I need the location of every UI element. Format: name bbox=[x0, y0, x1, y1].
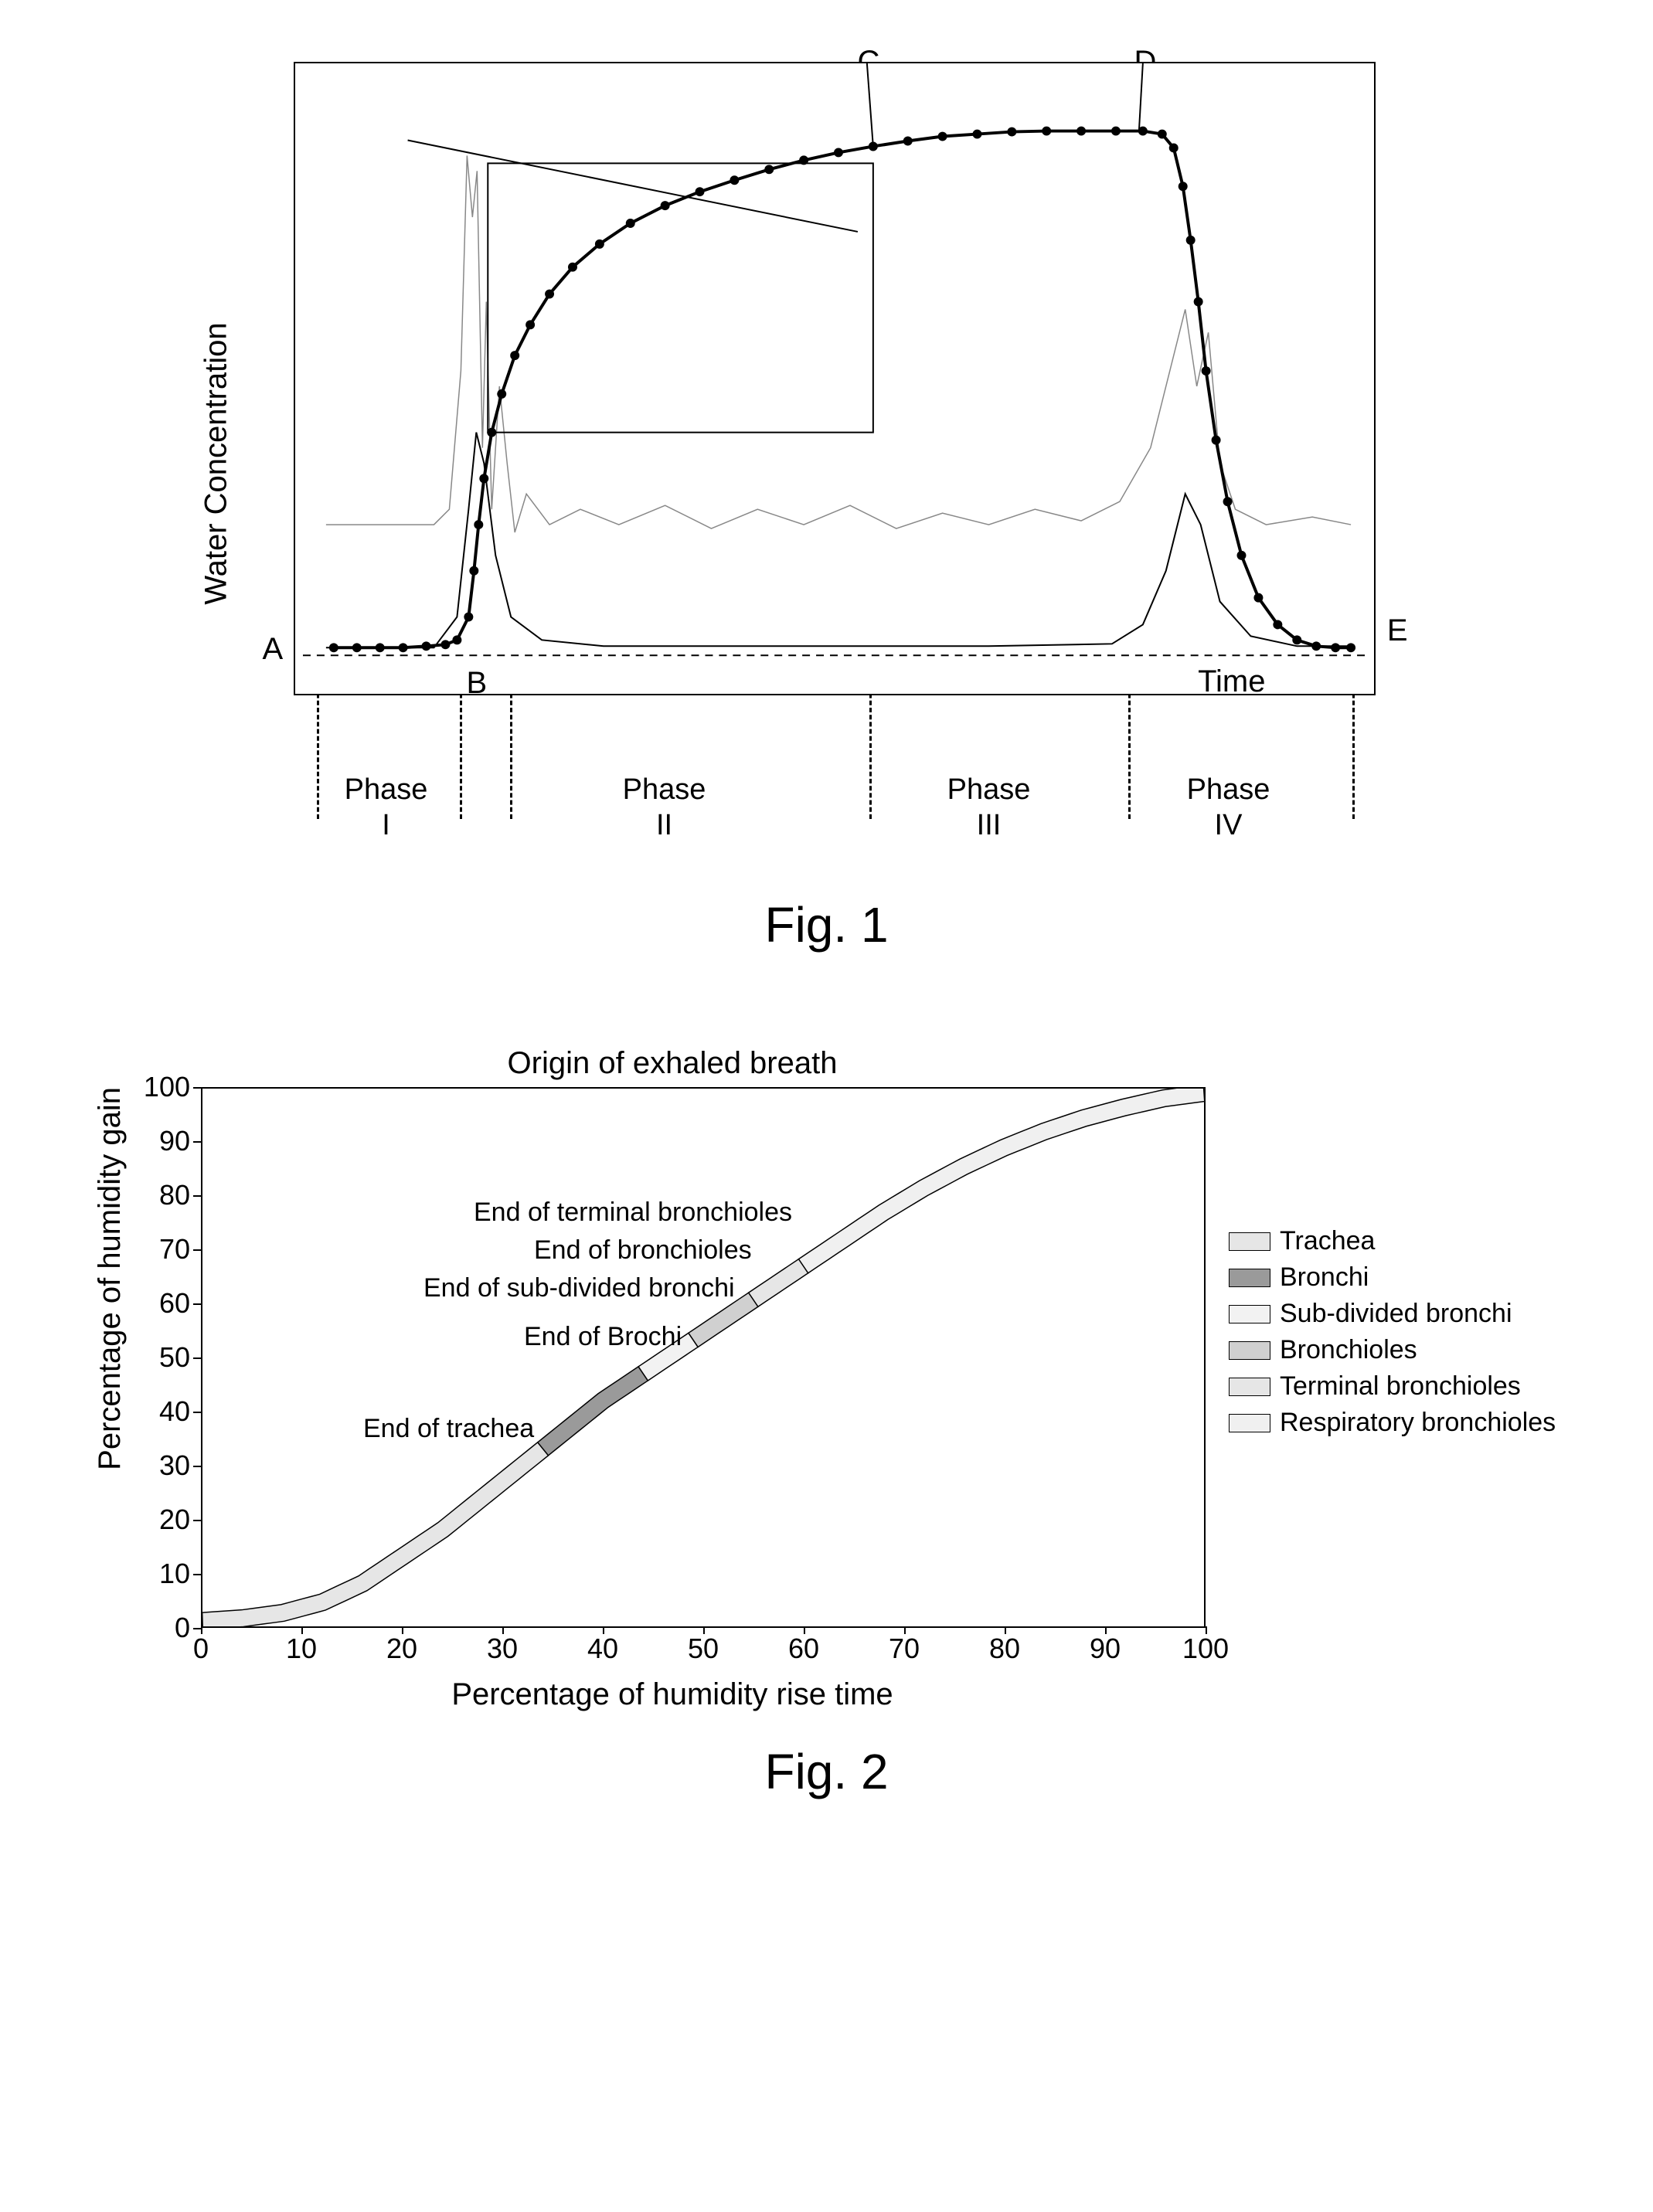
legend-item: Respiratory bronchioles bbox=[1229, 1408, 1556, 1438]
phase-label: PhaseII bbox=[587, 773, 742, 843]
legend-label: Trachea bbox=[1280, 1226, 1375, 1256]
fig2-xtick: 70 bbox=[889, 1633, 920, 1665]
legend-label: Respiratory bronchioles bbox=[1280, 1408, 1556, 1438]
legend-swatch bbox=[1229, 1232, 1270, 1251]
legend-label: Bronchi bbox=[1280, 1262, 1369, 1293]
fig1-chart: Water Concentration Analysis C D A B E T… bbox=[247, 62, 1406, 865]
fig1-label-b: B bbox=[467, 666, 488, 701]
fig2-ytick: 10 bbox=[159, 1558, 190, 1590]
fig1-ylabel: Water Concentration bbox=[199, 322, 233, 604]
fig2-xlabel: Percentage of humidity rise time bbox=[0, 1677, 1561, 1712]
fig2-annotation: End of sub-divided bronchi bbox=[423, 1273, 735, 1303]
fig2-ytick: 20 bbox=[159, 1504, 190, 1536]
fig2-ytick: 60 bbox=[159, 1287, 190, 1320]
phase-label: PhaseIV bbox=[1151, 773, 1306, 843]
legend-item: Bronchioles bbox=[1229, 1335, 1556, 1365]
fig2-xtick: 80 bbox=[989, 1633, 1020, 1665]
fig2-svg bbox=[202, 1089, 1204, 1626]
legend-label: Terminal bronchioles bbox=[1280, 1371, 1521, 1402]
fig1-svg bbox=[295, 63, 1374, 694]
fig2-xtick: 30 bbox=[487, 1633, 518, 1665]
fig2-annotation: End of trachea bbox=[363, 1414, 534, 1444]
fig2-annotation: End of Brochi bbox=[524, 1322, 682, 1352]
fig2-ytick: 100 bbox=[144, 1071, 190, 1103]
fig2-xtick: 50 bbox=[688, 1633, 719, 1665]
fig2-ytick: 80 bbox=[159, 1179, 190, 1211]
fig2-xtick: 60 bbox=[788, 1633, 819, 1665]
legend-item: Trachea bbox=[1229, 1226, 1556, 1256]
fig1-label-a: A bbox=[263, 632, 284, 667]
figure-1: Water Concentration Analysis C D A B E T… bbox=[77, 62, 1576, 953]
fig2-ytick: 70 bbox=[159, 1233, 190, 1266]
phase-label: PhaseIII bbox=[912, 773, 1066, 843]
fig2-ytick: 50 bbox=[159, 1341, 190, 1374]
fig2-title: Origin of exhaled breath bbox=[0, 1046, 1561, 1081]
legend-label: Sub-divided bronchi bbox=[1280, 1299, 1512, 1329]
fig2-xtick: 100 bbox=[1182, 1633, 1229, 1665]
fig2-annotation: End of terminal bronchioles bbox=[474, 1198, 792, 1228]
legend-swatch bbox=[1229, 1378, 1270, 1396]
fig1-caption: Fig. 1 bbox=[77, 896, 1576, 953]
fig2-ytick: 30 bbox=[159, 1449, 190, 1482]
fig2-xtick: 10 bbox=[286, 1633, 317, 1665]
legend-item: Bronchi bbox=[1229, 1262, 1556, 1293]
legend-swatch bbox=[1229, 1269, 1270, 1287]
fig1-xlabel: Time bbox=[1198, 664, 1265, 699]
phase-label: PhaseI bbox=[309, 773, 464, 843]
fig2-chart: Origin of exhaled breath Percentage of h… bbox=[93, 1046, 1561, 1712]
fig2-ytick: 90 bbox=[159, 1125, 190, 1157]
fig2-xtick: 20 bbox=[386, 1633, 417, 1665]
fig2-xtick: 90 bbox=[1090, 1633, 1121, 1665]
fig1-plot-area: A B E Time bbox=[294, 62, 1376, 695]
fig2-plot-area: End of trachea End of Brochi End of sub-di… bbox=[201, 1087, 1206, 1628]
fig2-ytick: 40 bbox=[159, 1395, 190, 1428]
legend-swatch bbox=[1229, 1305, 1270, 1323]
fig2-ylabel: Percentage of humidity gain bbox=[93, 1087, 139, 1563]
figure-2: Origin of exhaled breath Percentage of h… bbox=[77, 1046, 1576, 1800]
fig1-phase-strip: PhaseI PhaseII PhaseIII PhaseIV bbox=[294, 695, 1376, 865]
fig2-annotation: End of bronchioles bbox=[534, 1235, 752, 1266]
legend-item: Terminal bronchioles bbox=[1229, 1371, 1556, 1402]
fig2-xticks: 0102030405060708090100 bbox=[201, 1628, 1206, 1674]
legend-swatch bbox=[1229, 1414, 1270, 1432]
fig2-caption: Fig. 2 bbox=[77, 1743, 1576, 1800]
legend-item: Sub-divided bronchi bbox=[1229, 1299, 1556, 1329]
fig1-label-e: E bbox=[1387, 613, 1408, 648]
fig2-yticks: 0102030405060708090100 bbox=[139, 1087, 201, 1628]
fig2-legend: Trachea Bronchi Sub-divided bronchi Bronchi… bbox=[1229, 1226, 1556, 1444]
fig2-ytick: 0 bbox=[175, 1612, 190, 1644]
fig2-xtick: 0 bbox=[193, 1633, 209, 1665]
fig2-xtick: 40 bbox=[587, 1633, 618, 1665]
legend-swatch bbox=[1229, 1341, 1270, 1360]
legend-label: Bronchioles bbox=[1280, 1335, 1417, 1365]
